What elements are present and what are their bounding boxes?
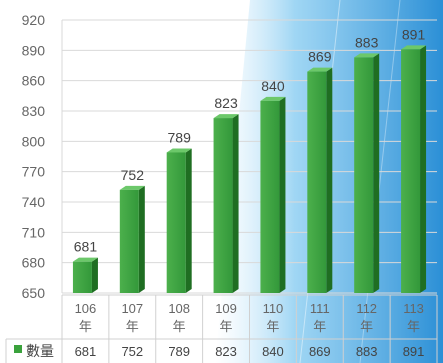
y-tick-label: 680: [22, 255, 46, 271]
table-cell-value: 823: [215, 344, 237, 359]
bar-side: [91, 257, 98, 293]
bar-top: [166, 148, 192, 153]
y-tick-label: 710: [22, 224, 46, 240]
data-label: 883: [355, 34, 379, 50]
bar-series: [72, 45, 427, 294]
x-tick-label-unit: 年: [313, 319, 326, 334]
y-tick-label: 740: [22, 194, 46, 210]
bar: [119, 185, 145, 293]
bar-front: [72, 261, 92, 293]
table-cell-value: 681: [75, 344, 97, 359]
bar: [213, 114, 239, 293]
x-tick-label-unit: 年: [266, 319, 279, 334]
bar-top: [119, 185, 145, 190]
bar-side: [373, 53, 380, 294]
table-cell-value: 869: [309, 344, 331, 359]
y-tick-label: 860: [22, 73, 46, 89]
x-tick-label: 113: [403, 301, 424, 316]
bar-front: [213, 118, 233, 293]
bar: [401, 45, 427, 294]
legend-series-name: 數量: [26, 343, 54, 359]
bar-top: [354, 53, 380, 58]
x-tick-label: 109: [215, 301, 237, 316]
x-tick-label-unit: 年: [407, 319, 420, 334]
table-cell-value: 891: [403, 344, 425, 359]
x-tick-label-unit: 年: [360, 319, 373, 334]
x-tick-label: 108: [168, 301, 190, 316]
y-tick-label: 830: [22, 103, 46, 119]
x-tick-label-unit: 年: [126, 319, 139, 334]
bar-side: [138, 185, 145, 293]
data-label: 823: [214, 95, 238, 111]
data-label: 789: [168, 129, 192, 145]
bar-top: [72, 257, 98, 262]
data-labels: 681 752 789 823 840 869 883 891: [74, 26, 426, 254]
table-cell-value: 789: [168, 344, 190, 359]
bar-front: [401, 49, 421, 294]
x-tick-label: 112: [356, 301, 377, 316]
table-cell-value: 752: [121, 344, 143, 359]
data-label: 840: [261, 78, 285, 94]
bar-side: [326, 67, 333, 293]
data-label: 752: [121, 167, 145, 183]
data-label: 681: [74, 239, 98, 255]
x-tick-label: 111: [310, 301, 330, 316]
x-tick-label-unit: 年: [173, 319, 186, 334]
bar-side: [279, 96, 286, 293]
x-tick-label: 107: [121, 301, 143, 316]
table-cell-value: 883: [356, 344, 378, 359]
x-tick-label: 110: [263, 301, 284, 316]
bar: [166, 148, 192, 293]
legend-key: [14, 345, 22, 353]
bar: [72, 257, 98, 293]
background-streak: [359, 0, 401, 363]
y-tick-label: 890: [22, 42, 46, 58]
x-tick-label-unit: 年: [220, 319, 233, 334]
y-tick-label: 920: [22, 12, 46, 28]
y-tick-label: 770: [22, 164, 46, 180]
bar-top: [213, 114, 239, 119]
bar: [307, 67, 333, 293]
bar-front: [260, 100, 280, 293]
y-tick-label: 650: [22, 285, 46, 301]
y-axis: 650 680 710 740 770 800 830 860 890 920: [22, 12, 46, 301]
x-tick-label: 106: [75, 301, 97, 316]
x-tick-label-unit: 年: [79, 319, 92, 334]
bar-front: [166, 152, 186, 293]
data-table: 106 年 681 107 年 752 108 年 789 109 年 823 110 年 840 111 年 8…: [5, 294, 438, 363]
y-tick-label: 800: [22, 133, 46, 149]
bar-front: [354, 57, 374, 294]
table-cell-value: 840: [262, 344, 284, 359]
bar-front: [119, 189, 139, 293]
bar-side: [420, 45, 427, 294]
bar-top: [401, 45, 427, 50]
data-label: 869: [308, 49, 332, 65]
bar: [260, 96, 286, 293]
bar-front: [307, 71, 327, 293]
bar: [354, 53, 380, 294]
data-label: 891: [402, 26, 426, 42]
bar-side: [185, 148, 192, 293]
bar-top: [260, 96, 286, 101]
bar-side: [232, 114, 239, 293]
bar-top: [307, 67, 333, 72]
